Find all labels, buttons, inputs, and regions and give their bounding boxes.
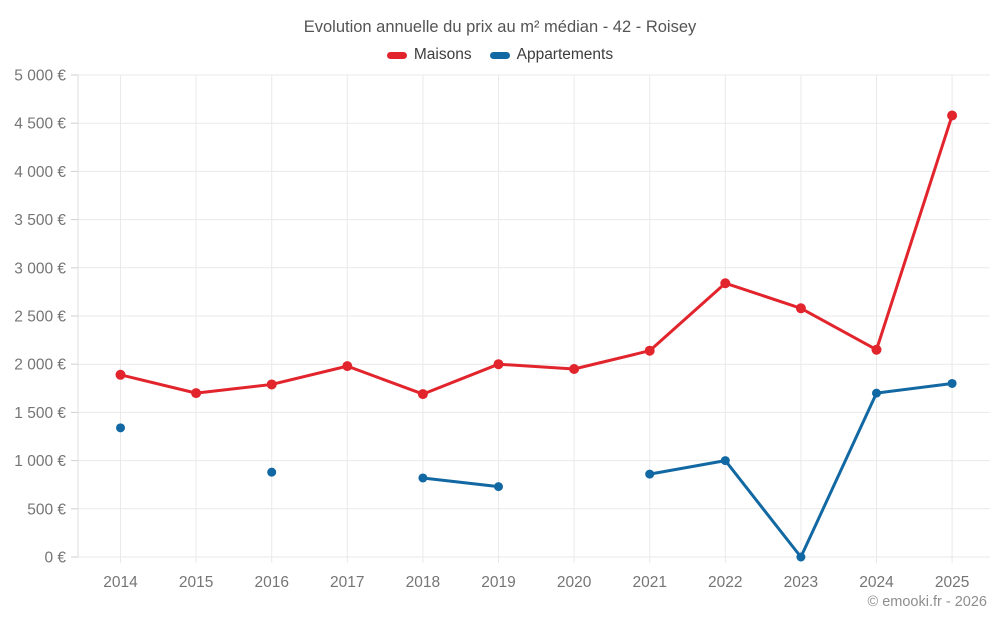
- maisons-series-marker-icon: [386, 51, 407, 59]
- y-axis-label: 1 000 €: [14, 453, 66, 470]
- data-point-appartements[interactable]: [494, 482, 503, 492]
- data-point-appartements[interactable]: [872, 388, 881, 398]
- data-point-maisons[interactable]: [342, 361, 353, 372]
- data-point-appartements[interactable]: [947, 378, 957, 388]
- x-axis-label: 2014: [103, 574, 138, 591]
- x-axis-label: 2022: [708, 574, 742, 591]
- data-point-maisons[interactable]: [191, 388, 202, 399]
- data-point-maisons[interactable]: [644, 345, 655, 356]
- data-point-appartements[interactable]: [418, 473, 428, 483]
- x-axis-label: 2015: [179, 574, 213, 591]
- x-axis-label: 2016: [254, 574, 288, 591]
- x-axis-label: 2017: [330, 574, 364, 591]
- y-axis-label: 2 000 €: [14, 357, 66, 374]
- data-point-appartements[interactable]: [645, 469, 655, 479]
- data-point-maisons[interactable]: [115, 369, 126, 380]
- x-axis-label: 2019: [481, 574, 515, 591]
- copyright-footer: © emooki.fr - 2026: [867, 594, 987, 610]
- x-axis-label: 2024: [859, 574, 894, 591]
- y-axis-label: 5 000 €: [14, 68, 66, 85]
- legend-item-appartements[interactable]: Appartements: [489, 46, 614, 64]
- data-point-appartements[interactable]: [267, 467, 277, 477]
- data-point-maisons[interactable]: [417, 389, 428, 400]
- y-axis-label: 3 000 €: [14, 260, 66, 277]
- data-point-appartements[interactable]: [720, 456, 730, 466]
- series-line-maisons: [119, 113, 954, 396]
- x-axis-label: 2021: [632, 574, 666, 591]
- series-line-appartements: [421, 476, 500, 489]
- data-point-maisons[interactable]: [569, 364, 580, 375]
- maisons-series-label: Maisons: [413, 46, 472, 63]
- chart-legend: Maisons Appartements: [0, 46, 1000, 64]
- data-point-appartements[interactable]: [796, 552, 806, 562]
- data-point-maisons[interactable]: [795, 303, 806, 314]
- data-point-appartements[interactable]: [116, 423, 125, 433]
- y-axis-label: 0 €: [44, 550, 66, 567]
- y-axis-label: 4 500 €: [14, 116, 66, 133]
- legend-item-maisons[interactable]: Maisons: [386, 46, 472, 64]
- chart-title: Evolution annuelle du prix au m² médian …: [303, 18, 697, 36]
- data-point-maisons[interactable]: [720, 278, 731, 289]
- data-point-maisons[interactable]: [871, 344, 882, 355]
- data-point-maisons[interactable]: [947, 110, 958, 121]
- data-point-maisons[interactable]: [493, 359, 504, 370]
- appartements-series-label: Appartements: [516, 46, 614, 63]
- y-axis-label: 4 000 €: [14, 164, 66, 181]
- x-axis-label: 2018: [406, 574, 440, 591]
- y-axis-label: 1 500 €: [14, 405, 66, 422]
- y-axis-label: 2 500 €: [14, 309, 66, 326]
- x-axis-label: 2023: [784, 574, 818, 591]
- data-point-maisons[interactable]: [266, 379, 277, 390]
- y-axis-label: 500 €: [27, 501, 66, 518]
- x-axis-label: 2020: [557, 574, 592, 591]
- y-axis-label: 3 500 €: [14, 212, 66, 229]
- x-axis-label: 2025: [935, 574, 969, 591]
- appartements-series-marker-icon: [489, 51, 510, 59]
